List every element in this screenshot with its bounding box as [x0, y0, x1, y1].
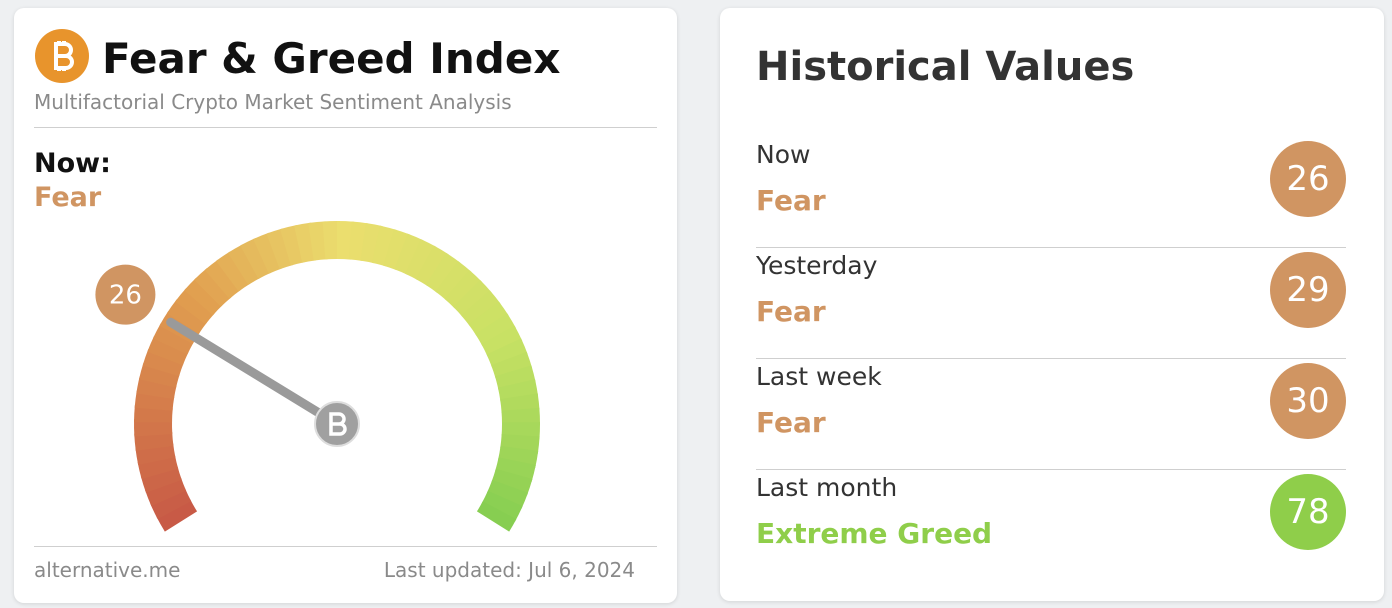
row-label: Last month: [756, 473, 898, 502]
row-value: 26: [1270, 141, 1346, 217]
source: alternative.me: [34, 558, 181, 582]
last-updated: Last updated: Jul 6, 2024: [383, 558, 635, 582]
gauge-value: 26: [109, 281, 142, 311]
history-title: Historical Values: [756, 44, 1135, 90]
divider: [756, 469, 1346, 470]
hub-logo: [329, 412, 347, 436]
row-class: Fear: [756, 406, 826, 439]
bitcoin-logo: [35, 29, 89, 83]
divider: [756, 247, 1346, 248]
divider: [34, 127, 657, 128]
row-class: Fear: [756, 184, 826, 217]
divider: [756, 358, 1346, 359]
history-card: Historical Values Now Fear 26 Yesterday Fear…: [720, 8, 1384, 601]
row-value: 30: [1270, 363, 1346, 439]
index-card: Fear & Greed Index Multifactorial Crypto…: [14, 8, 677, 603]
gauge-arc: [476, 501, 517, 532]
row-label: Yesterday: [756, 251, 878, 280]
row-label: Now: [756, 140, 811, 169]
now-class: Fear: [34, 182, 102, 213]
needle: [166, 317, 342, 429]
row-class: Fear: [756, 295, 826, 328]
row-value: 78: [1270, 474, 1346, 550]
value-bubble: [95, 264, 156, 325]
row-value: 29: [1270, 252, 1346, 328]
now-label: Now:: [34, 148, 111, 179]
subtitle: Multifactorial Crypto Market Sentiment A…: [34, 90, 512, 114]
title: Fear & Greed Index: [102, 34, 561, 83]
row-class: Extreme Greed: [756, 517, 993, 550]
divider: [34, 546, 657, 547]
gauge: 26: [95, 221, 540, 532]
row-label: Last week: [756, 362, 882, 391]
